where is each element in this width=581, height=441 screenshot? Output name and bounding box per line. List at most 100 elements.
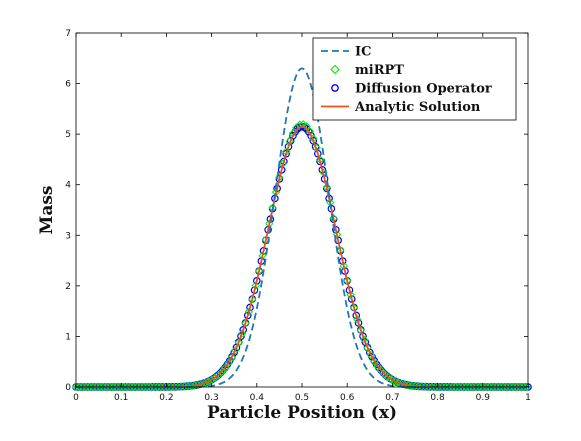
point-mirpt [492, 382, 501, 392]
legend-label-ic: IC [355, 45, 371, 60]
point-mirpt [156, 382, 165, 392]
point-diffusion-operator [289, 131, 297, 140]
y-tick-label: 3 [65, 231, 71, 241]
legend-marker-diffusion-operator [331, 84, 339, 92]
x-tick-label: 0.1 [114, 393, 128, 403]
point-mirpt [454, 382, 464, 392]
point-mirpt [471, 382, 481, 392]
point-mirpt [465, 382, 474, 392]
series-ic [76, 67, 528, 388]
point-mirpt [75, 382, 84, 392]
legend-marker-mirpt [330, 64, 340, 75]
point-mirpt [126, 382, 135, 392]
x-tick-label: 0.7 [385, 393, 399, 403]
point-mirpt [170, 382, 179, 392]
point-mirpt [434, 382, 443, 392]
point-mirpt [149, 382, 159, 392]
point-mirpt [458, 382, 467, 392]
point-mirpt [88, 382, 98, 392]
point-mirpt [485, 382, 494, 392]
point-mirpt [298, 119, 308, 129]
point-mirpt [502, 382, 511, 392]
y-tick-label: 4 [65, 181, 71, 191]
point-mirpt [522, 382, 532, 392]
point-mirpt [414, 382, 423, 391]
point-mirpt [475, 382, 484, 392]
point-mirpt [478, 382, 488, 392]
x-tick-label: 0.4 [250, 393, 265, 403]
point-mirpt [71, 382, 81, 392]
point-mirpt [109, 382, 118, 392]
point-mirpt [461, 382, 471, 392]
point-mirpt [136, 382, 145, 392]
point-mirpt [444, 382, 454, 392]
point-mirpt [231, 346, 240, 355]
point-mirpt [481, 382, 491, 392]
point-mirpt [92, 382, 101, 392]
point-mirpt [166, 382, 176, 392]
point-mirpt [427, 382, 437, 392]
point-mirpt [370, 356, 379, 366]
point-mirpt [224, 358, 233, 368]
point-mirpt [142, 382, 152, 392]
point-mirpt [509, 382, 518, 392]
point-diffusion-operator [282, 149, 290, 158]
point-mirpt [424, 382, 433, 391]
point-mirpt [519, 382, 528, 392]
legend-label-diffusion-operator: Diffusion Operator [355, 82, 492, 97]
point-mirpt [498, 382, 508, 392]
point-mirpt [173, 382, 182, 391]
y-tick-label: 0 [65, 383, 71, 393]
point-mirpt [180, 382, 189, 391]
x-tick-label: 1 [525, 393, 531, 403]
point-mirpt [248, 295, 257, 304]
x-tick-label: 0.5 [295, 393, 309, 403]
point-mirpt [234, 338, 243, 347]
point-mirpt [95, 382, 104, 392]
point-diffusion-operator [354, 319, 363, 327]
tick-group: 0 0.1 0.2 0.3 0.4 0.5 0.6 0.7 0.8 0.9 1 0 1 2 3 4 5 6 7 [65, 29, 531, 403]
point-mirpt [227, 353, 237, 362]
point-mirpt [349, 303, 359, 312]
point-diffusion-operator [237, 332, 245, 341]
x-tick-label: 0.9 [476, 393, 491, 403]
legend-label-analytic-solution: Analytic Solution [354, 100, 481, 115]
point-mirpt [237, 329, 247, 338]
point-mirpt [78, 382, 87, 392]
point-mirpt [122, 382, 132, 392]
point-mirpt [98, 382, 108, 392]
point-mirpt [356, 325, 365, 335]
legend: IC miRPT Diffusion Operator Analytic Soluti… [312, 37, 517, 121]
point-diffusion-operator [239, 326, 248, 334]
point-mirpt [420, 382, 430, 391]
point-mirpt [441, 382, 450, 392]
point-mirpt [139, 382, 149, 392]
point-mirpt [363, 343, 372, 353]
y-tick-label: 5 [65, 130, 71, 140]
y-axis-title: Mass [37, 186, 57, 235]
point-mirpt [81, 382, 91, 392]
point-mirpt [115, 382, 125, 392]
point-mirpt [244, 307, 254, 317]
legend-label-mirpt: miRPT [355, 63, 404, 78]
x-tick-label: 0.2 [159, 393, 173, 403]
point-mirpt [346, 290, 355, 299]
y-tick-label: 2 [65, 282, 71, 292]
point-mirpt [495, 382, 504, 392]
point-mirpt [102, 382, 111, 392]
point-mirpt [220, 363, 230, 373]
point-mirpt [85, 382, 94, 392]
point-mirpt [129, 382, 138, 392]
point-mirpt [448, 382, 457, 392]
point-mirpt [515, 382, 525, 392]
x-tick-label: 0.3 [204, 393, 218, 403]
point-mirpt [451, 382, 460, 392]
point-mirpt [366, 350, 376, 360]
point-mirpt [132, 382, 142, 392]
y-tick-label: 1 [65, 332, 71, 342]
x-axis-title: Particle Position (x) [207, 403, 397, 423]
point-mirpt [353, 315, 362, 324]
point-mirpt [417, 382, 426, 391]
